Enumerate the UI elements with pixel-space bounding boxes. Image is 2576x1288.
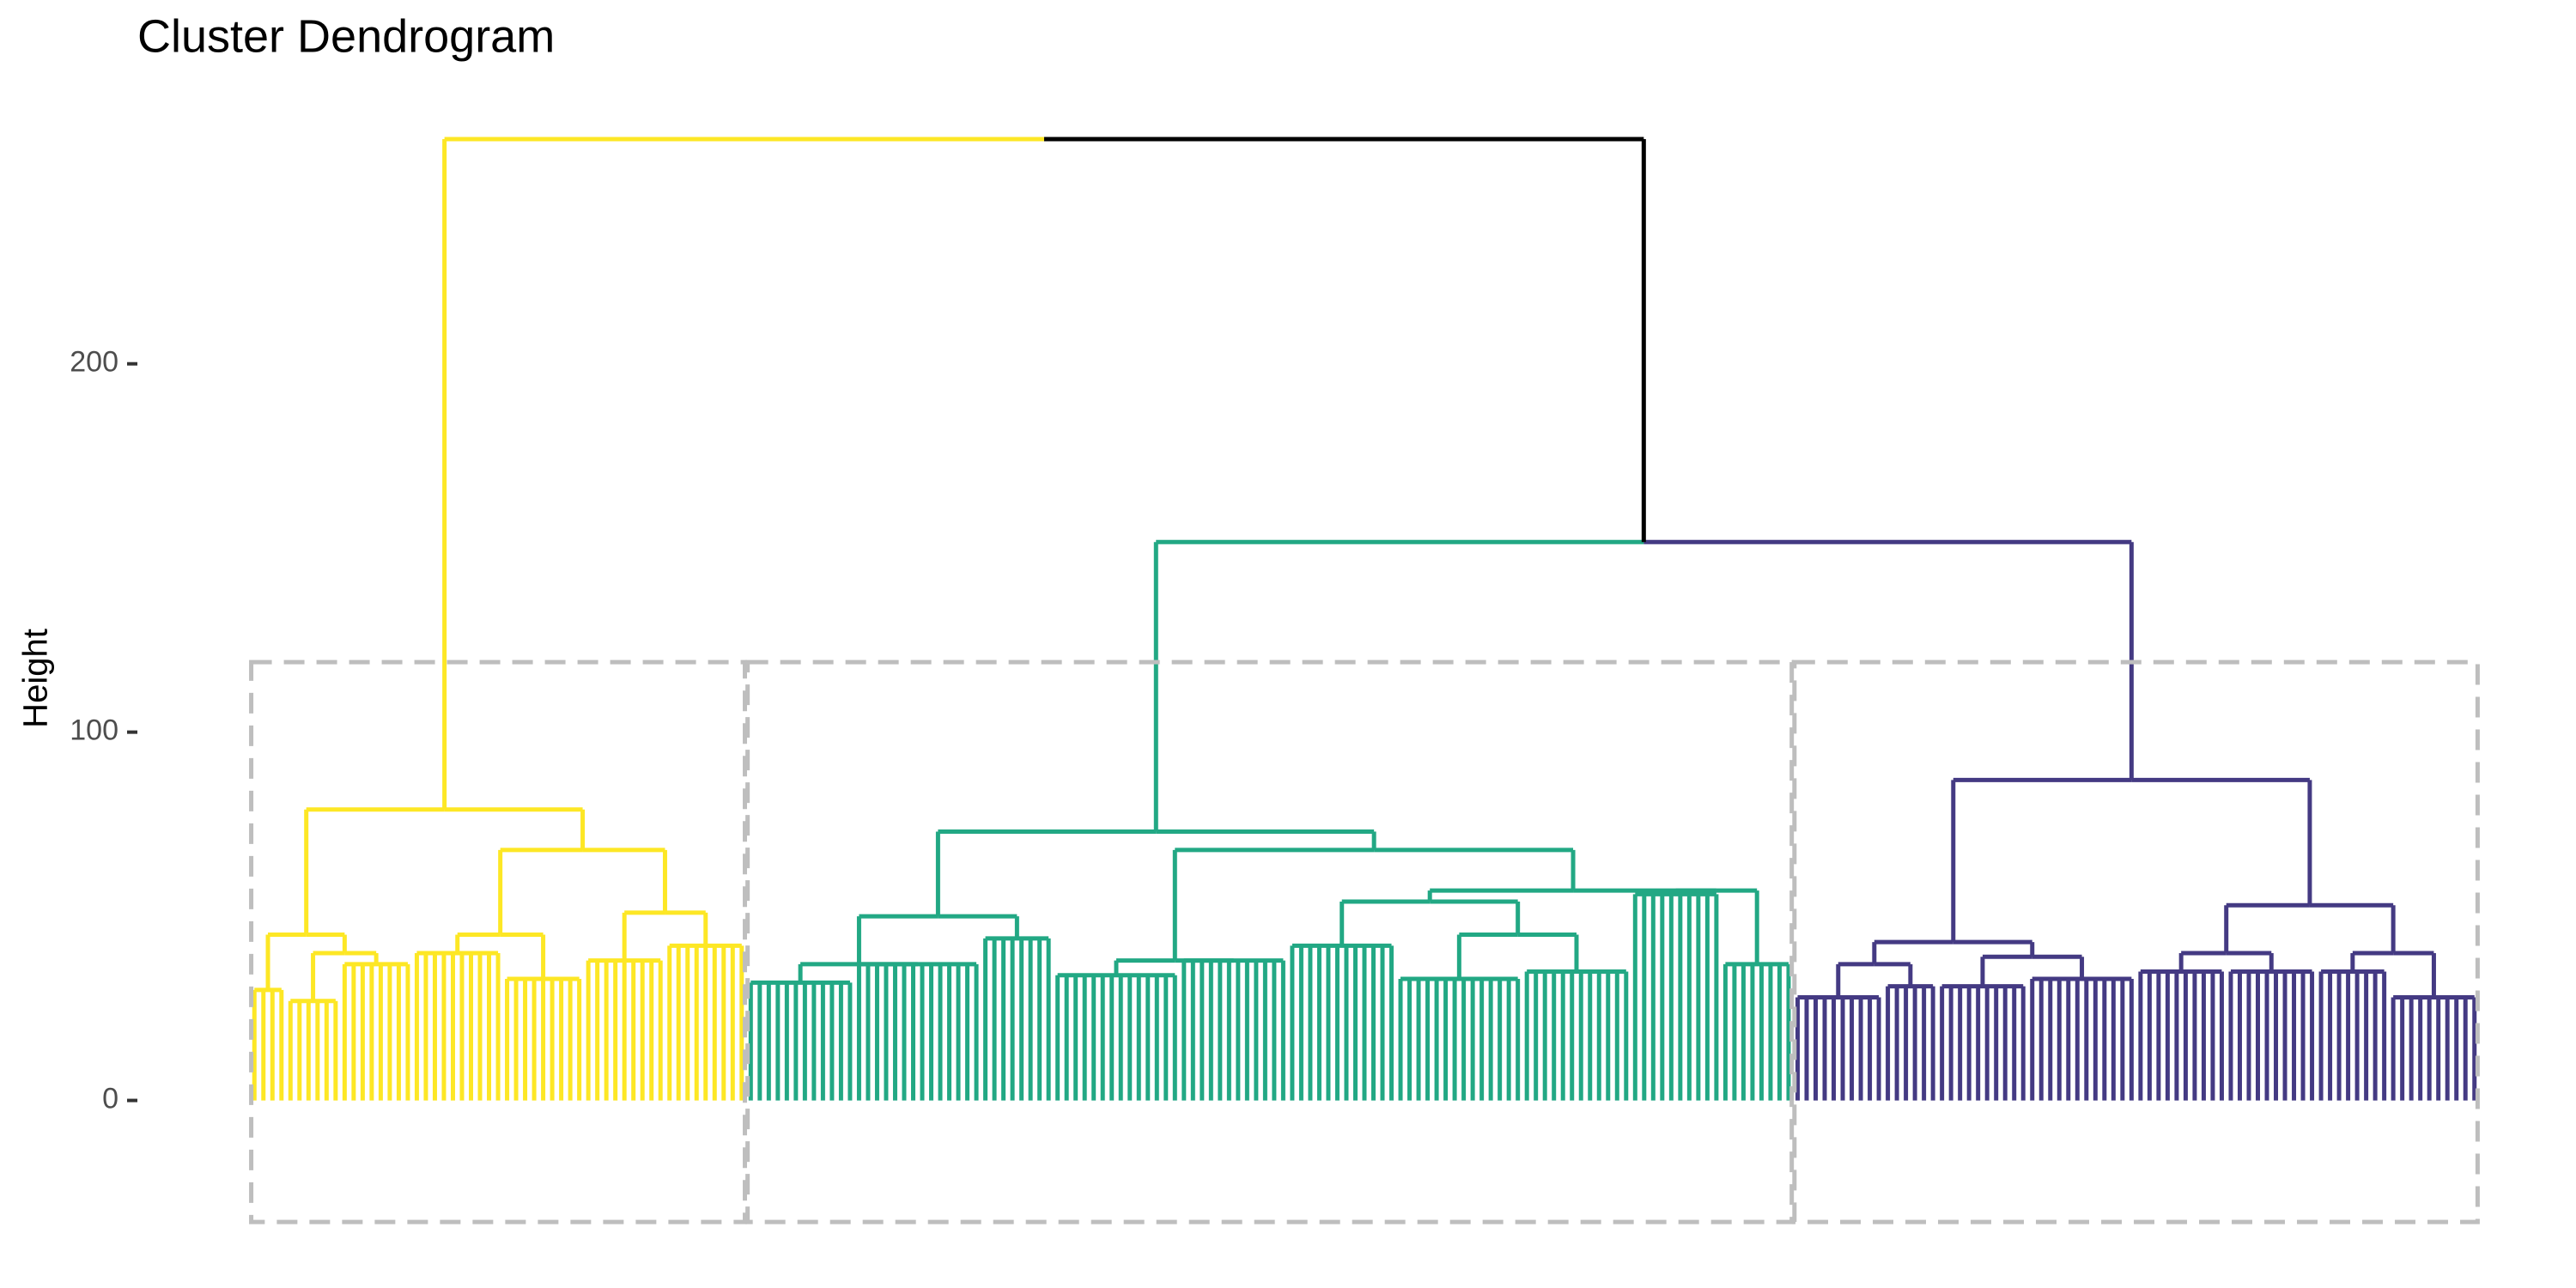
cluster-box	[249, 659, 747, 1224]
chart-title: Cluster Dendrogram	[137, 10, 555, 62]
cluster-box	[1792, 659, 2480, 1224]
y-tick-label: 100	[70, 714, 118, 747]
y-axis-label: Height	[17, 629, 55, 728]
y-tick-label: 0	[102, 1083, 118, 1115]
y-tick-label: 200	[70, 346, 118, 379]
cluster-box	[745, 659, 1795, 1224]
